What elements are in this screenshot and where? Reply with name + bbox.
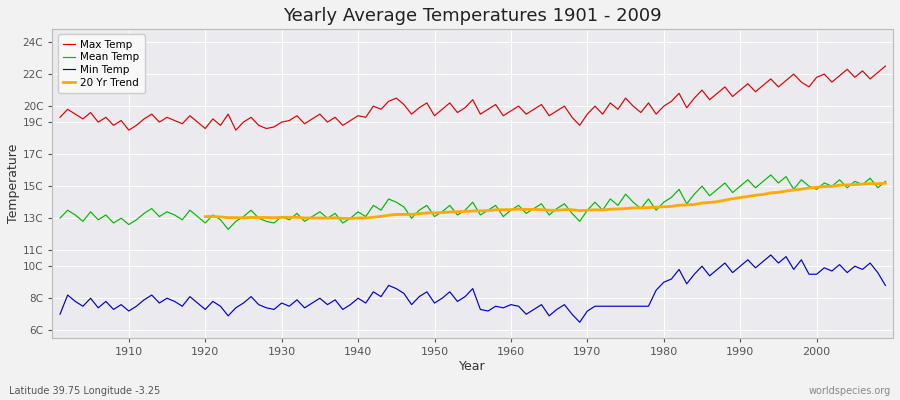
20 Yr Trend <box>773 190 784 195</box>
Mean Temp <box>880 179 891 184</box>
Line: 20 Yr Trend: 20 Yr Trend <box>205 183 886 218</box>
20 Yr Trend <box>414 211 425 216</box>
Max Temp <box>513 104 524 108</box>
Line: Min Temp: Min Temp <box>60 255 886 322</box>
Min Temp <box>880 283 891 288</box>
20 Yr Trend <box>857 182 868 186</box>
20 Yr Trend <box>292 215 302 220</box>
Min Temp <box>329 298 340 302</box>
Mean Temp <box>513 203 524 208</box>
Min Temp <box>574 320 585 325</box>
Max Temp <box>338 123 348 128</box>
Min Temp <box>506 302 517 307</box>
Mean Temp <box>605 196 616 201</box>
Text: Latitude 39.75 Longitude -3.25: Latitude 39.75 Longitude -3.25 <box>9 386 160 396</box>
Legend: Max Temp, Mean Temp, Min Temp, 20 Yr Trend: Max Temp, Mean Temp, Min Temp, 20 Yr Tre… <box>58 34 145 93</box>
Max Temp <box>605 100 616 105</box>
20 Yr Trend <box>681 202 692 207</box>
20 Yr Trend <box>200 214 211 219</box>
Mean Temp <box>116 216 127 220</box>
Text: worldspecies.org: worldspecies.org <box>809 386 891 396</box>
Mean Temp <box>765 172 776 177</box>
20 Yr Trend <box>345 216 356 221</box>
Max Temp <box>55 115 66 120</box>
Mean Temp <box>55 216 66 220</box>
Min Temp <box>55 312 66 317</box>
Mean Temp <box>506 208 517 212</box>
Mean Temp <box>338 220 348 225</box>
Mean Temp <box>223 227 234 232</box>
Y-axis label: Temperature: Temperature <box>7 144 20 224</box>
Max Temp <box>292 113 302 118</box>
Min Temp <box>498 306 508 310</box>
Min Temp <box>116 302 127 307</box>
Min Temp <box>605 304 616 309</box>
X-axis label: Year: Year <box>459 360 486 373</box>
Min Temp <box>765 253 776 258</box>
Max Temp <box>506 108 517 113</box>
Min Temp <box>284 304 294 309</box>
Title: Yearly Average Temperatures 1901 - 2009: Yearly Average Temperatures 1901 - 2009 <box>284 7 662 25</box>
Line: Mean Temp: Mean Temp <box>60 175 886 229</box>
Max Temp <box>123 128 134 132</box>
Mean Temp <box>292 211 302 216</box>
20 Yr Trend <box>788 188 799 192</box>
20 Yr Trend <box>880 181 891 186</box>
Line: Max Temp: Max Temp <box>60 66 886 130</box>
Max Temp <box>116 118 127 123</box>
Max Temp <box>880 64 891 68</box>
